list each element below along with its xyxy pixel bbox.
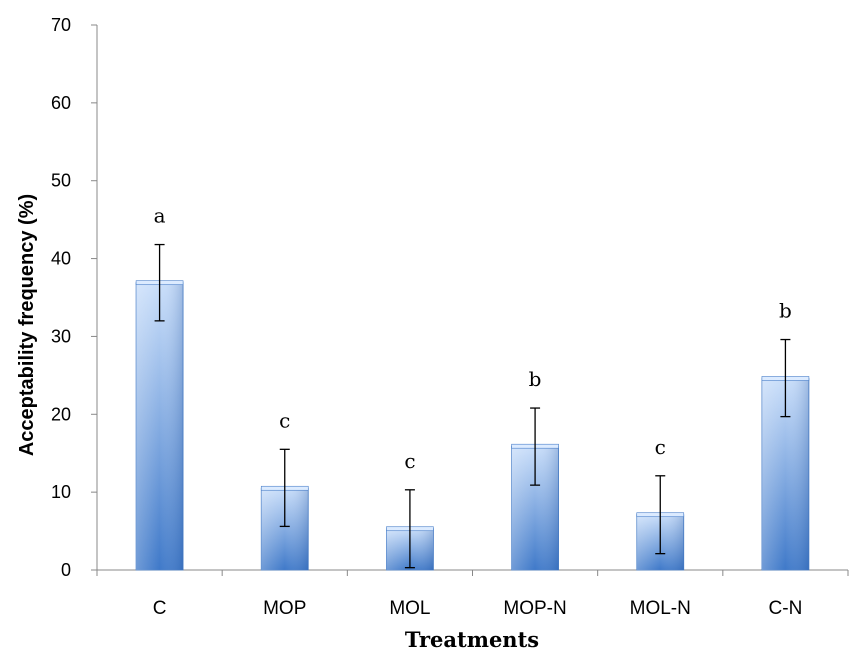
y-tick-label: 50: [51, 171, 71, 191]
y-tick-label: 10: [51, 482, 71, 502]
y-tick-label: 60: [51, 93, 71, 113]
category-label: C: [153, 598, 167, 619]
category-label: MOP-N: [503, 598, 566, 619]
significance-letter: b: [529, 367, 542, 391]
x-axis-title: Treatments: [405, 627, 539, 652]
significance-labels: a c c b c b: [154, 204, 792, 473]
significance-letter: c: [404, 449, 415, 473]
significance-letter: c: [655, 435, 666, 459]
category-label: MOL-N: [630, 598, 691, 619]
significance-letter: b: [779, 299, 792, 323]
bar-shade: [136, 282, 184, 570]
error-bars: [154, 243, 791, 569]
y-tick-label: 30: [51, 326, 71, 346]
y-tick-label: 70: [51, 15, 71, 35]
significance-letter: a: [154, 204, 166, 228]
y-axis-title: Acceptability frequency (%): [16, 194, 38, 456]
y-tick-label: 20: [51, 404, 71, 424]
x-axis: [96, 569, 849, 576]
y-axis: 0 10 20 30 40 50 60 70: [51, 15, 98, 580]
category-label: MOL: [389, 598, 430, 619]
category-labels: C MOP MOL MOP-N MOL-N C-N: [153, 598, 803, 619]
y-tick-label: 40: [51, 249, 71, 269]
significance-letter: c: [279, 408, 290, 432]
y-tick-label: 0: [61, 560, 71, 580]
category-label: C-N: [769, 598, 803, 619]
bars: [135, 280, 810, 571]
category-label: MOP: [263, 598, 306, 619]
